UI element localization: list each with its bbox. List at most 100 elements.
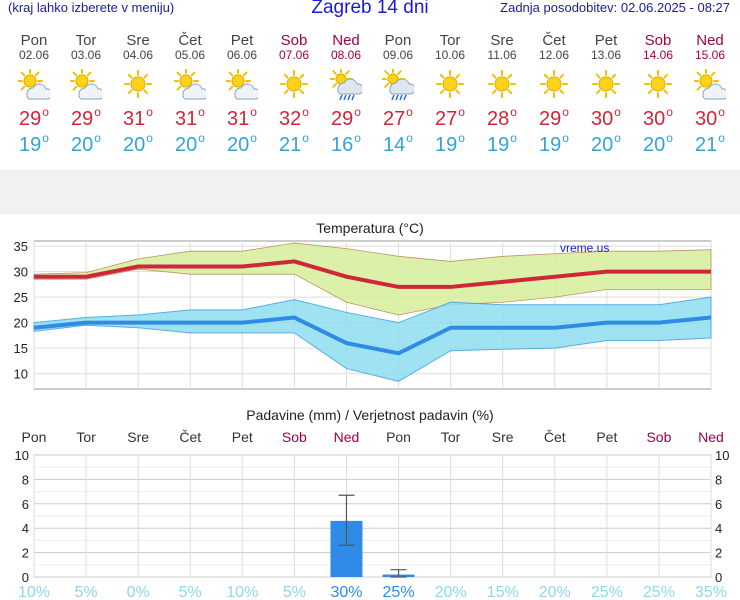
min-temp: 19o xyxy=(19,131,49,156)
max-temp: 31o xyxy=(123,105,153,130)
precipitation-probability-label: 10% xyxy=(226,584,258,600)
day-date: 06.06 xyxy=(226,48,258,62)
last-updated-text: Zadnja posodobitev: 02.06.2025 - 08:27 xyxy=(500,0,730,15)
precipitation-probability-label: 25% xyxy=(383,584,415,600)
day-column: Sre 11.06 28o 19o xyxy=(476,32,528,159)
max-temp: 28o xyxy=(487,105,517,130)
min-temp: 21o xyxy=(279,131,309,156)
day-name: Tor xyxy=(75,32,97,49)
sun-icon xyxy=(592,70,620,98)
min-temp: 20o xyxy=(591,131,621,156)
y-tick-label: 8 xyxy=(22,472,29,487)
y-tick-label: 35 xyxy=(14,239,28,254)
sun-cloud-rain-icon xyxy=(330,69,362,101)
precipitation-probability-label: 5% xyxy=(283,584,306,600)
precipitation-chart: Padavine (mm) / Verjetnost padavin (%) Po… xyxy=(15,407,730,600)
day-date: 10.06 xyxy=(434,48,466,62)
precipitation-probability-label: 15% xyxy=(487,584,519,600)
day-date: 03.06 xyxy=(70,48,102,62)
day-date: 11.06 xyxy=(487,48,517,62)
precipitation-probability-label: 10% xyxy=(18,584,50,600)
day-date: 14.06 xyxy=(642,48,674,62)
y-tick-label: 25 xyxy=(14,290,28,305)
max-temp: 30o xyxy=(591,105,621,130)
sun-cloud-icon xyxy=(18,69,50,100)
min-temp-range-band xyxy=(33,296,712,382)
max-temp: 31o xyxy=(227,105,257,130)
x-tick-label: Sob xyxy=(282,429,307,445)
day-name: Pon xyxy=(20,32,48,49)
sun-cloud-rain-icon xyxy=(382,69,414,101)
day-date: 07.06 xyxy=(278,48,310,62)
y-tick-label-right: 0 xyxy=(715,570,722,585)
day-column: Tor 03.06 29o 20o xyxy=(60,32,112,159)
sun-icon xyxy=(644,70,672,98)
separator-band xyxy=(0,170,740,214)
x-tick-label: Čet xyxy=(544,429,566,445)
y-tick-label: 30 xyxy=(14,265,28,280)
precipitation-probability-label: 35% xyxy=(695,584,727,600)
min-temp: 20o xyxy=(123,131,153,156)
day-name: Tor xyxy=(439,32,461,49)
min-temp: 20o xyxy=(227,131,257,156)
x-tick-label: Pon xyxy=(386,429,411,445)
sun-cloud-icon xyxy=(174,69,206,100)
max-temp: 29o xyxy=(539,105,569,130)
sun-cloud-icon xyxy=(226,69,258,100)
day-name: Pon xyxy=(384,32,412,49)
x-tick-label: Pet xyxy=(232,429,253,445)
y-tick-label: 0 xyxy=(22,570,29,585)
x-tick-label: Tor xyxy=(441,429,461,445)
min-temp: 19o xyxy=(487,131,517,156)
day-column: Sob 07.06 32o 21o xyxy=(268,32,320,159)
day-date: 13.06 xyxy=(590,48,622,62)
page-title: Zagreb 14 dni xyxy=(311,0,429,18)
max-temp: 29o xyxy=(331,105,361,130)
day-column: Pon 09.06 27o 14o xyxy=(372,32,424,159)
max-temp-range-band xyxy=(33,242,712,316)
day-date: 08.06 xyxy=(330,48,362,62)
x-tick-label: Čet xyxy=(179,429,201,445)
day-name: Ned xyxy=(696,32,724,49)
day-name: Pet xyxy=(594,32,618,49)
day-name: Sre xyxy=(490,32,514,49)
day-name: Čet xyxy=(178,32,202,49)
day-column: Sob 14.06 30o 20o xyxy=(632,32,684,159)
x-tick-label: Sre xyxy=(492,429,514,445)
max-temp: 27o xyxy=(383,105,413,130)
day-name: Ned xyxy=(332,32,360,49)
x-tick-label: Sre xyxy=(127,429,149,445)
sun-icon xyxy=(436,70,464,98)
precipitation-probability-label: 25% xyxy=(591,584,623,600)
max-temp: 32o xyxy=(279,105,309,130)
y-tick-label-right: 10 xyxy=(715,448,729,463)
min-temp: 21o xyxy=(695,131,725,156)
min-temp: 20o xyxy=(175,131,205,156)
y-tick-label-right: 8 xyxy=(715,472,722,487)
precipitation-probability-label: 20% xyxy=(435,584,467,600)
day-date: 15.06 xyxy=(694,48,726,62)
location-menu-link[interactable]: (kraj lahko izberete v meniju) xyxy=(8,0,175,15)
x-tick-label: Ned xyxy=(698,429,724,445)
day-column: Ned 15.06 30o 21o xyxy=(684,32,736,159)
min-temp: 16o xyxy=(331,131,361,156)
sun-icon xyxy=(540,70,568,98)
x-tick-label: Tor xyxy=(76,429,96,445)
precipitation-chart-title: Padavine (mm) / Verjetnost padavin (%) xyxy=(246,407,493,423)
y-tick-label: 10 xyxy=(14,367,28,382)
x-tick-label: Sob xyxy=(646,429,671,445)
top-bar: (kraj lahko izberete v meniju) Zagreb 14… xyxy=(0,0,740,22)
y-tick-label-right: 4 xyxy=(715,521,722,536)
x-tick-label: Ned xyxy=(334,429,360,445)
y-tick-label-right: 2 xyxy=(715,546,722,561)
watermark-text: vreme.us xyxy=(560,241,609,255)
precipitation-probability-label: 5% xyxy=(75,584,98,600)
day-name: Sob xyxy=(280,32,308,49)
y-tick-label: 15 xyxy=(14,341,28,356)
daily-forecast-strip: Pon 02.06 29o 19o Tor 03.06 29o 20o Sre 04.06 31o 2… xyxy=(8,32,736,172)
day-date: 04.06 xyxy=(122,48,154,62)
max-temp: 31o xyxy=(175,105,205,130)
day-column: Čet 05.06 31o 20o xyxy=(164,32,216,159)
day-column: Sre 04.06 31o 20o xyxy=(112,32,164,159)
precipitation-probability-label: 25% xyxy=(643,584,675,600)
